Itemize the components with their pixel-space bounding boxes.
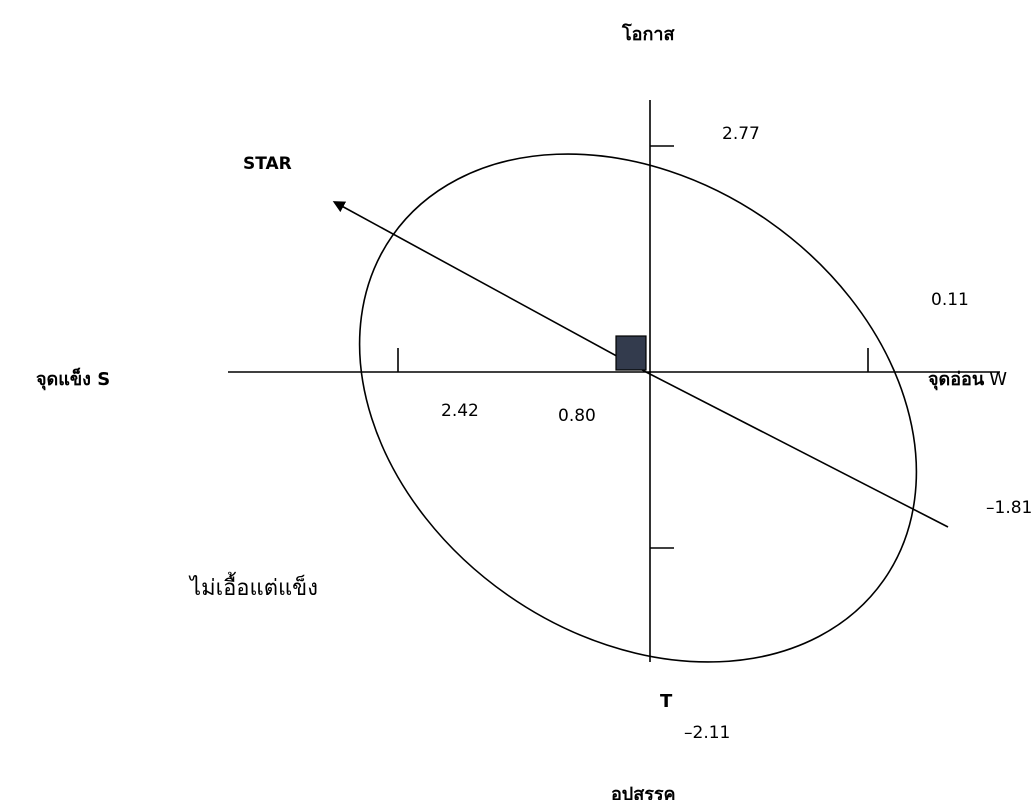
value-strength: 2.42 — [441, 401, 479, 421]
value-opportunity: 2.77 — [722, 124, 760, 144]
value-weakness: 0.11 — [931, 290, 969, 310]
strategy-ellipse — [358, 153, 918, 663]
right-label-letter: W — [989, 369, 1007, 390]
value-threat: –2.11 — [684, 723, 730, 743]
right-label-main: จุดอ่อน — [928, 369, 985, 391]
t-label: T — [660, 691, 673, 712]
right-label: จุดอ่อน W — [928, 369, 1007, 391]
center-square — [615, 335, 647, 371]
left-label: จุดแข็ง S — [36, 367, 110, 391]
bottom-label: อุปสรรค — [611, 784, 676, 800]
quadrant-label: ไม่เอื้อแต่แข็ง — [188, 572, 318, 601]
value-center-offset: 0.80 — [558, 406, 596, 426]
diagonal-line — [645, 371, 949, 528]
star-arrow — [332, 201, 647, 373]
value-lower-right: –1.81 — [986, 498, 1032, 518]
top-label: โอกาส — [621, 23, 675, 45]
star-label: STAR — [243, 154, 292, 174]
